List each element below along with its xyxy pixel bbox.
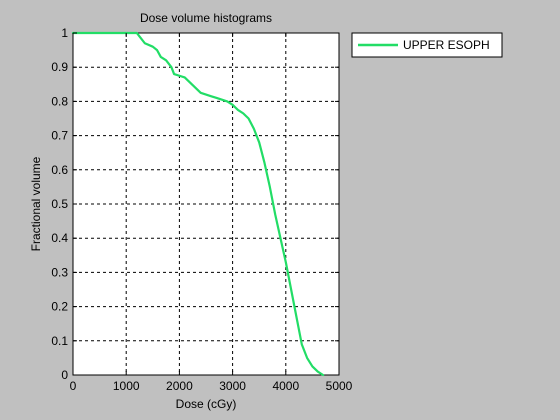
- y-tick-label: 0.6: [51, 163, 68, 177]
- x-tick-label: 0: [70, 379, 77, 393]
- y-tick-label: 0.5: [51, 197, 68, 211]
- ticks-layer: 0 1000 2000 3000 4000 5000 0 0.1 0.2 0.3 0.4 0.5 0.6…: [51, 26, 352, 393]
- y-tick-label: 0.8: [51, 94, 68, 108]
- x-axis-label: Dose (cGy): [176, 397, 237, 411]
- grid: [73, 33, 339, 375]
- series-line-upper-esoph: [71, 31, 325, 377]
- y-tick-label: 0.1: [51, 334, 68, 348]
- x-tick-label: 4000: [272, 379, 299, 393]
- x-tick-label: 3000: [219, 379, 246, 393]
- y-axis-label: Fractional volume: [29, 156, 43, 251]
- y-tick-label: 0: [61, 368, 68, 382]
- y-tick-label: 0.7: [51, 129, 68, 143]
- legend-label: UPPER ESOPH: [403, 38, 490, 52]
- y-tick-label: 0.2: [51, 300, 68, 314]
- x-tick-label: 5000: [326, 379, 353, 393]
- x-tick-label: 2000: [166, 379, 193, 393]
- chart-title: Dose volume histograms: [140, 11, 272, 25]
- y-tick-label: 1: [61, 26, 68, 40]
- legend: UPPER ESOPH: [351, 32, 503, 58]
- series-layer: [71, 31, 325, 377]
- y-tick-label: 0.4: [51, 231, 68, 245]
- y-tick-label: 0.3: [51, 265, 68, 279]
- x-tick-label: 1000: [113, 379, 140, 393]
- y-tick-label: 0.9: [51, 60, 68, 74]
